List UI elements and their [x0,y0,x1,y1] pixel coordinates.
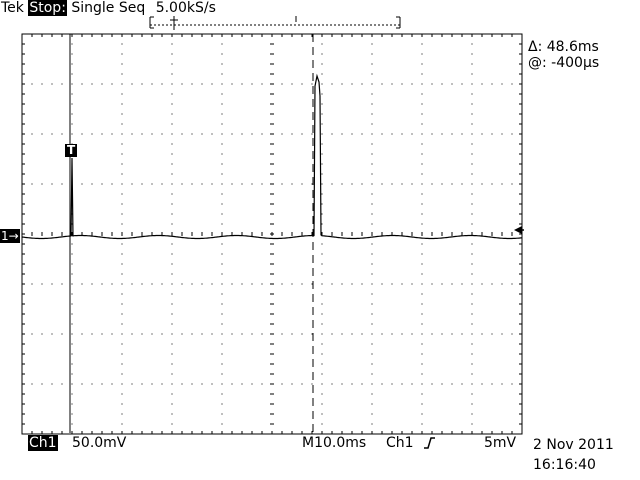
channel-1-marker[interactable]: 1→ [0,229,20,243]
acquisition-state: Stop: [28,0,67,16]
cursor-delta-readout: Δ: 48.6ms [528,39,599,55]
trigger-point-label: T [67,143,76,157]
header-bar: Tek Stop: Single Seq 5.00kS/s [1,0,216,16]
volts-per-div: 50.0mV [72,435,127,451]
channel-label: Ch1 [28,435,58,451]
acquisition-mode: Single Seq [71,0,146,16]
trigger-point-marker [65,144,77,157]
brand-label: Tek [1,0,24,16]
record-bracket [149,16,401,30]
graticule [21,33,523,435]
timebase-readout: M10.0ms [302,435,367,451]
trigger-source: Ch1 [386,435,414,451]
trigger-level: 5mV [484,435,517,451]
time-readout: 16:16:40 [533,457,596,473]
date-readout: 2 Nov 2011 [533,437,614,453]
channel-1-trace [21,73,523,240]
cursor-position-readout: @: -400µs [528,55,600,71]
rising-edge-icon [424,437,435,449]
sample-rate: 5.00kS/s [155,0,216,16]
